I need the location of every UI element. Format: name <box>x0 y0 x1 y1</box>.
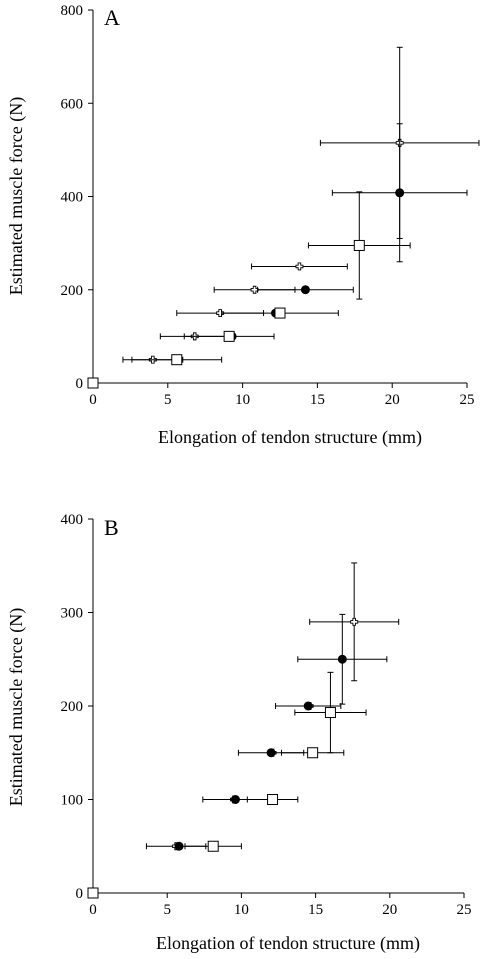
x-tick-label-a-5: 25 <box>460 392 475 408</box>
data-point-filled-circle <box>300 285 310 295</box>
x-tick-label-a-1: 5 <box>164 392 172 408</box>
y-axis-title-b: Estimated muscle force (N) <box>6 608 27 806</box>
y-tick-label-a-3: 600 <box>61 96 84 112</box>
y-tick-label-a-2: 400 <box>61 190 84 206</box>
chart-panel-b: B Elongation of tendon structure (mm) Es… <box>6 512 472 954</box>
series-b-open-cross <box>89 562 400 897</box>
data-point-open-square <box>267 794 279 805</box>
data-point-filled-circle <box>174 841 184 851</box>
series-a-open-square <box>87 191 411 389</box>
data-point-open-cross <box>295 262 304 271</box>
y-tick-label-b-1: 100 <box>61 793 84 809</box>
x-tick-label-a-2: 10 <box>235 392 250 408</box>
data-point-open-square <box>207 840 219 852</box>
x-axis-title-a: Elongation of tendon structure (mm) <box>158 427 422 448</box>
data-point-open-square <box>353 239 365 251</box>
data-point-open-square <box>223 330 235 342</box>
data-point-open-cross <box>250 285 259 294</box>
x-tick-label-b-1: 5 <box>163 902 171 918</box>
x-tick-label-a-4: 20 <box>385 392 400 408</box>
x-tick-label-a-0: 0 <box>89 392 97 408</box>
series-b-open-square <box>87 671 367 899</box>
y-tick-label-b-4: 400 <box>61 512 84 528</box>
x-tick-label-b-3: 15 <box>308 902 323 918</box>
y-tick-label-a-1: 200 <box>61 283 84 299</box>
data-point-open-cross <box>350 617 359 626</box>
data-point-filled-circle <box>303 701 313 711</box>
data-point-filled-circle <box>266 748 276 758</box>
x-tick-label-b-4: 20 <box>382 902 397 918</box>
y-tick-label-a-4: 800 <box>61 3 84 19</box>
data-point-open-square <box>307 747 319 759</box>
panel-label-b: B <box>104 515 119 540</box>
y-tick-label-b-2: 200 <box>61 699 84 715</box>
series-b-filled-circle <box>88 613 388 898</box>
series-a-open-cross <box>89 46 480 387</box>
panel-label-a: A <box>104 5 120 30</box>
data-point-open-square <box>87 887 99 899</box>
data-point-open-square <box>324 707 336 719</box>
data-point-open-square <box>87 377 99 389</box>
x-tick-label-a-3: 15 <box>310 392 325 408</box>
chart-panel-a: A Elongation of tendon structure (mm) Es… <box>6 3 480 448</box>
y-tick-label-b-0: 0 <box>76 886 84 902</box>
x-tick-label-b-5: 25 <box>457 902 472 918</box>
y-axis-title-a: Estimated muscle force (N) <box>6 97 27 295</box>
data-point-open-square <box>274 307 286 319</box>
x-tick-label-b-2: 10 <box>234 902 249 918</box>
data-point-filled-circle <box>230 795 240 804</box>
x-axis-title-b: Elongation of tendon structure (mm) <box>156 933 420 954</box>
data-point-filled-circle <box>337 654 347 664</box>
series-a-filled-circle <box>88 123 468 388</box>
data-point-open-square <box>171 354 183 366</box>
x-tick-label-b-0: 0 <box>89 902 97 918</box>
y-tick-label-b-3: 300 <box>61 606 84 622</box>
y-tick-label-a-0: 0 <box>76 376 84 392</box>
data-point-filled-circle <box>395 188 405 198</box>
